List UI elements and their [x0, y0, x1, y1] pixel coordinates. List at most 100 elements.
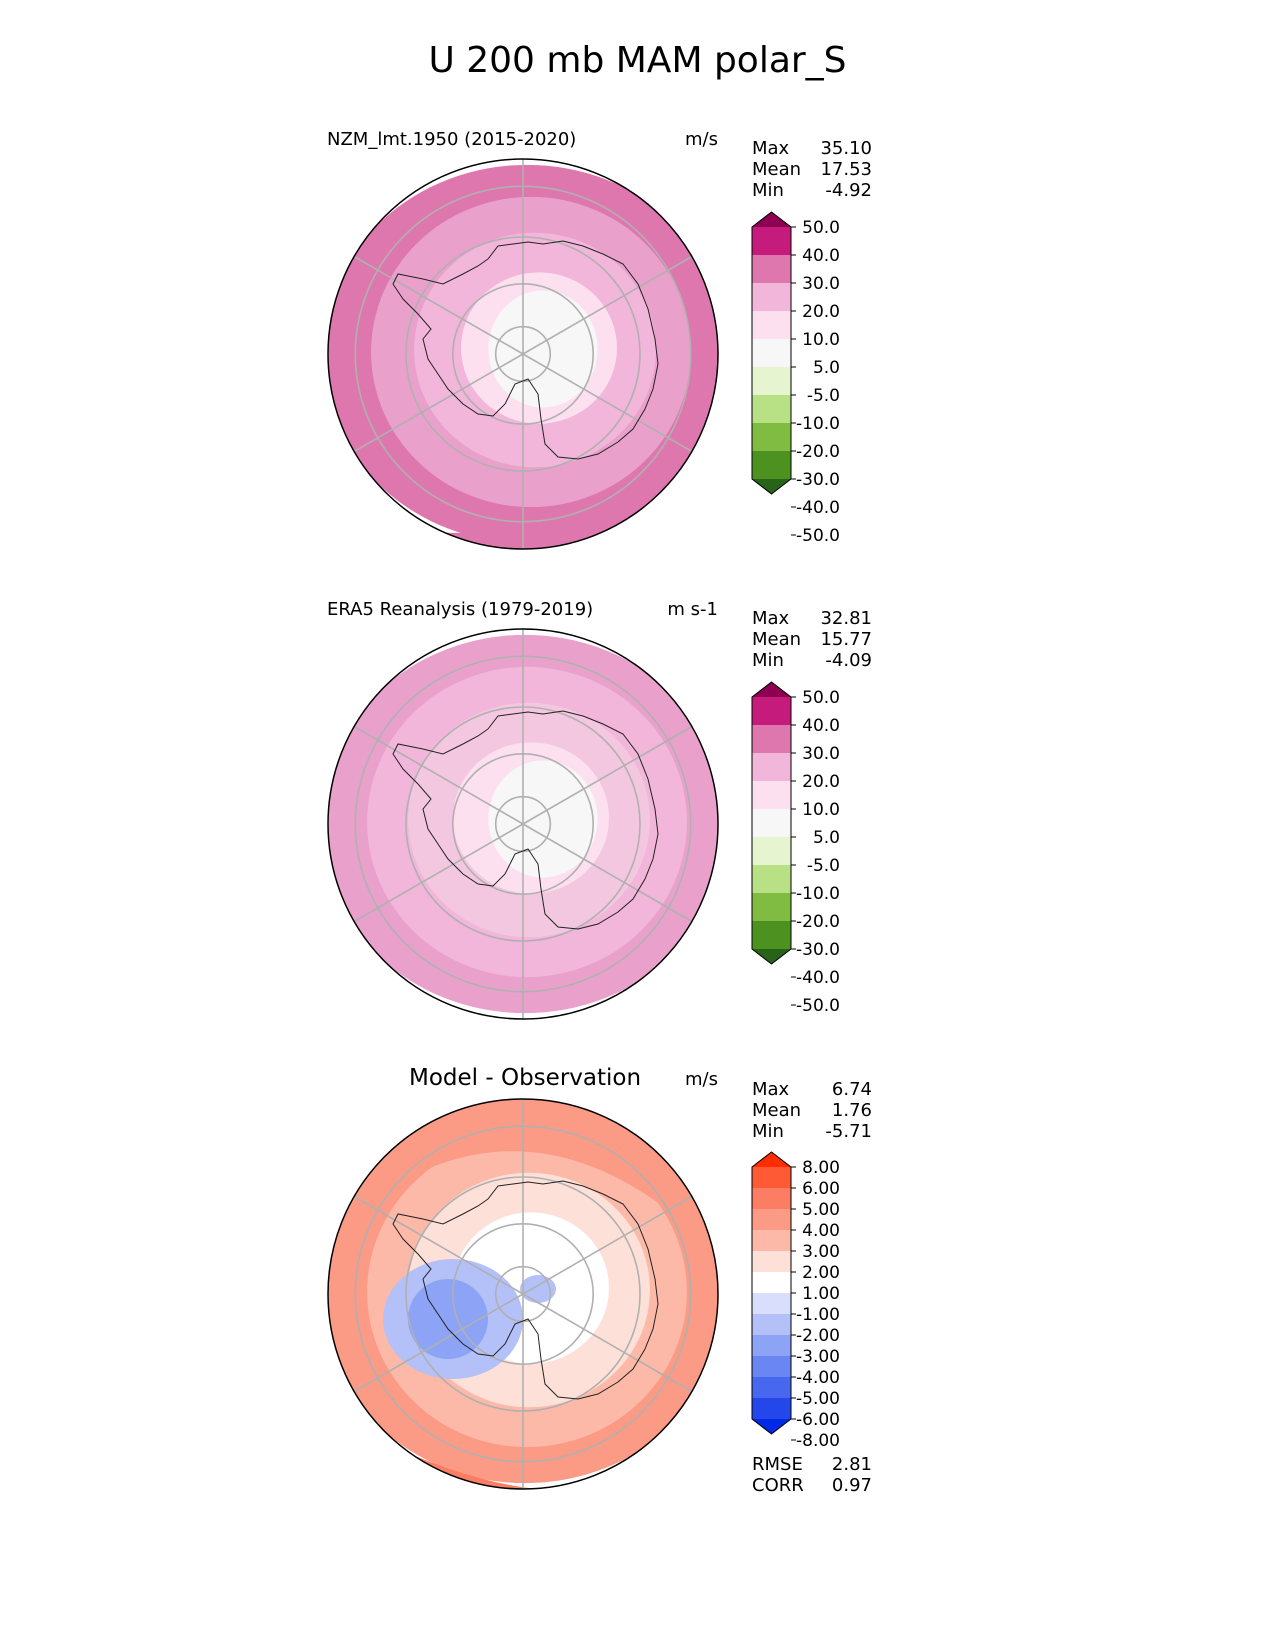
colorbar-tick-label: 1.00 [802, 1284, 840, 1304]
figure-title: U 200 mb MAM polar_S [428, 40, 847, 81]
colorbar-tick-label: -10.0 [796, 884, 840, 904]
panel-1-units: m/s [685, 129, 718, 150]
polar-cap-band [488, 760, 598, 878]
colorbar-swatch [752, 367, 791, 396]
panel-3-rmse-value: 2.81 [831, 1454, 872, 1475]
colorbar-extend-top [752, 682, 791, 697]
colorbar-tick-label: -50.0 [796, 526, 840, 546]
colorbar-tick-label: -40.0 [796, 968, 840, 988]
colorbar-tick-label: 30.0 [802, 274, 840, 294]
colorbar-swatch [752, 893, 791, 922]
colorbar-swatch [752, 837, 791, 866]
colorbar-extend-top [752, 212, 791, 227]
colorbar-swatch [752, 725, 791, 754]
longitude-gridline [353, 1293, 524, 1393]
colorbar-swatch [752, 809, 791, 838]
colorbar-tick-label: -10.0 [796, 414, 840, 434]
colorbar-tick-label: -20.0 [796, 442, 840, 462]
colorbar-tick-label: -5.00 [796, 1389, 840, 1409]
panel-2-min-value: -4.09 [825, 650, 872, 671]
colorbar-swatch [752, 311, 791, 340]
panel-1-mean-label: Mean [752, 159, 802, 180]
colorbar-tick-label: -6.00 [796, 1410, 840, 1430]
panel-3-corr-label: CORR [752, 1475, 804, 1496]
colorbar-swatch [752, 255, 791, 284]
antarctica-coastline [392, 240, 659, 460]
colorbar-2: 50.0 40.0 30.0 20.0 10.0 5.0 -5.0 -10.0 -20.0 -30… [751, 681, 840, 1016]
map-boundary [327, 628, 719, 1020]
longitude-gridline [353, 353, 524, 453]
colorbar-swatch [752, 1398, 791, 1420]
panel-3-min-label: Min [752, 1121, 784, 1142]
colorbar-tick-label: 10.0 [802, 330, 840, 350]
antarctica-coastline [392, 710, 659, 930]
panel-3-units: m/s [685, 1069, 718, 1090]
colorbar-swatch [752, 339, 791, 368]
panel-3-min-value: -5.71 [825, 1121, 872, 1142]
map-boundary [327, 158, 719, 550]
colorbar-tick-label: 6.00 [802, 1179, 840, 1199]
colorbar-tick-label: -30.0 [796, 940, 840, 960]
colorbar-swatch [752, 1251, 791, 1273]
colorbar-swatch [752, 1167, 791, 1189]
panel-3-rmse-label: RMSE [752, 1454, 803, 1475]
colorbar-swatch [752, 1293, 791, 1315]
colorbar-tick-label: -3.00 [796, 1347, 840, 1367]
colorbar-swatch [752, 697, 791, 726]
map-field-3 [328, 1099, 718, 1489]
panel-1-max-value: 35.10 [820, 138, 872, 159]
longitude-gridline [353, 255, 524, 355]
panel-2-mean-label: Mean [752, 629, 802, 650]
colorbar-tick-label: 40.0 [802, 246, 840, 266]
map-boundary [327, 1098, 719, 1490]
panel-3-corr-value: 0.97 [831, 1475, 872, 1496]
map-panel-1 [327, 158, 719, 550]
colorbar-swatch [752, 753, 791, 782]
panel-3-mean-value: 1.76 [831, 1100, 872, 1121]
panel-3-mean-label: Mean [752, 1100, 802, 1121]
panel-3-title: Model - Observation [409, 1065, 642, 1091]
panel-2-units: m s-1 [667, 599, 718, 620]
colorbar-tick-label: -2.00 [796, 1326, 840, 1346]
colorbar-swatch [752, 1377, 791, 1399]
colorbar-swatch [752, 1272, 791, 1294]
colorbar-tick-label: 10.0 [802, 800, 840, 820]
map-panel-2 [327, 628, 719, 1020]
colorbar-extend-top [752, 1152, 791, 1167]
colorbar-swatch [752, 283, 791, 312]
panel-2-title: ERA5 Reanalysis (1979-2019) [327, 599, 594, 620]
colorbar-swatch [752, 423, 791, 452]
colorbar-tick-label: 5.0 [813, 358, 840, 378]
colorbar-tick-label: -5.0 [807, 856, 840, 876]
colorbar-swatch [752, 1209, 791, 1231]
panel-3-max-value: 6.74 [831, 1079, 872, 1100]
panel-2-max-value: 32.81 [820, 608, 872, 629]
longitude-gridline [522, 1293, 693, 1393]
longitude-gridline [522, 353, 693, 453]
panel-1-title: NZM_lmt.1950 (2015-2020) [327, 129, 577, 150]
colorbar-tick-label: 40.0 [802, 716, 840, 736]
antarctica-coastline [392, 1180, 659, 1400]
longitude-gridline [353, 725, 524, 825]
colorbar-tick-label: -8.00 [796, 1431, 840, 1451]
colorbar-swatch [752, 395, 791, 424]
colorbar-swatch [752, 781, 791, 810]
colorbar-tick-label: 30.0 [802, 744, 840, 764]
colorbar-tick-label: -40.0 [796, 498, 840, 518]
longitude-gridline [522, 1195, 693, 1295]
colorbar-tick-label: 5.00 [802, 1200, 840, 1220]
panel-3-max-label: Max [752, 1079, 790, 1100]
map-panel-3 [327, 1098, 719, 1490]
longitude-gridline [353, 823, 524, 923]
colorbar-tick-label: 5.0 [813, 828, 840, 848]
colorbar-swatch [752, 1188, 791, 1210]
colorbar-swatch [752, 451, 791, 480]
positive-anomaly-band [328, 1099, 718, 1254]
longitude-gridline [353, 1195, 524, 1295]
colorbar-tick-label: 20.0 [802, 302, 840, 322]
panel-1-mean-value: 17.53 [820, 159, 872, 180]
colorbar-tick-label: 50.0 [802, 218, 840, 238]
panel-1-max-label: Max [752, 138, 790, 159]
colorbar-3: 8.006.005.004.003.002.001.00-1.00-2.00-3… [751, 1151, 840, 1451]
colorbar-swatch [752, 1314, 791, 1336]
